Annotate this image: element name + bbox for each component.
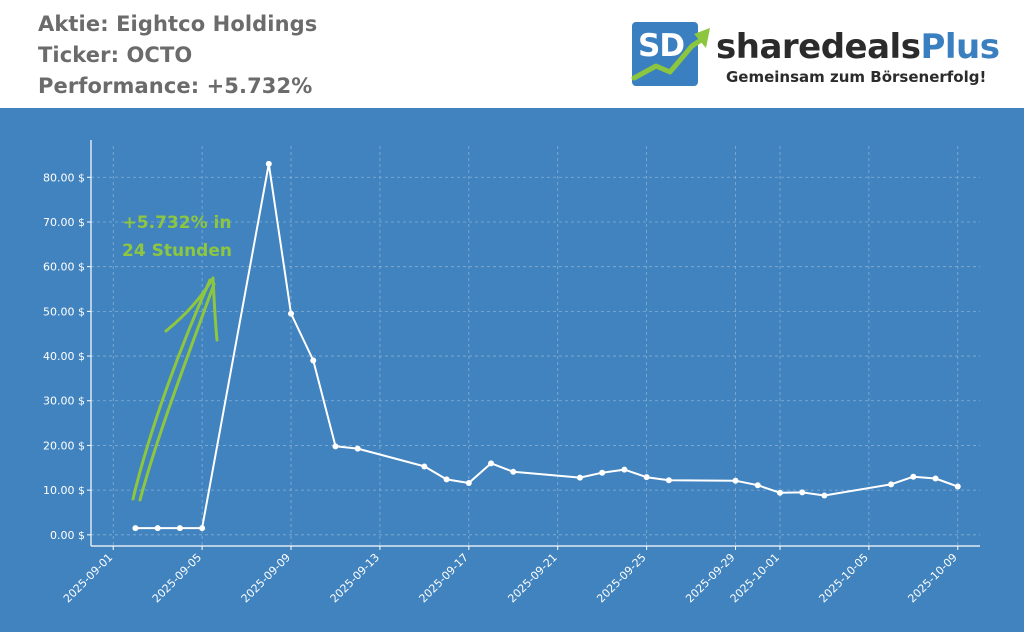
data-point bbox=[621, 466, 628, 473]
data-point bbox=[954, 483, 961, 490]
price-line bbox=[135, 162, 959, 530]
data-point bbox=[310, 357, 317, 364]
x-tick-label: 2025-09-01 bbox=[61, 551, 115, 605]
y-tick-label: 0.00 $ bbox=[50, 529, 85, 542]
sharedeals-logo: SD sharedealsPlus Gemeinsam zum Börsener… bbox=[630, 20, 1000, 90]
logo-tagline: Gemeinsam zum Börsenerfolg! bbox=[726, 68, 987, 86]
x-tick-label: 2025-09-13 bbox=[328, 551, 382, 605]
y-tick-label: 10.00 $ bbox=[43, 484, 85, 497]
annotation-arrow-icon bbox=[131, 276, 219, 502]
y-tick-label: 20.00 $ bbox=[43, 439, 85, 452]
y-tick-label: 50.00 $ bbox=[43, 305, 85, 318]
header: Aktie: Eightco Holdings Ticker: OCTO Per… bbox=[0, 0, 1024, 108]
rising-arrow-icon bbox=[631, 28, 710, 81]
logo-mark-text: SD bbox=[638, 28, 685, 64]
logo-wordmark: sharedealsPlus bbox=[716, 27, 1000, 67]
data-point bbox=[754, 482, 761, 489]
y-tick-label: 40.00 $ bbox=[43, 350, 85, 363]
data-point bbox=[665, 477, 672, 484]
x-tick-label: 2025-09-17 bbox=[417, 551, 471, 605]
data-point bbox=[465, 479, 472, 486]
x-tick-label: 2025-09-05 bbox=[150, 551, 204, 605]
x-tick-label: 2025-10-09 bbox=[905, 551, 959, 605]
data-point bbox=[332, 443, 339, 450]
logo-name-part2: Plus bbox=[920, 27, 1000, 67]
data-point bbox=[776, 489, 783, 496]
annotation-arrow-shaft bbox=[131, 278, 212, 501]
data-point bbox=[821, 492, 828, 499]
data-point bbox=[932, 475, 939, 482]
data-point bbox=[488, 460, 495, 467]
x-tick-label: 2025-09-21 bbox=[505, 551, 559, 605]
data-point bbox=[910, 473, 917, 480]
data-point bbox=[288, 310, 295, 317]
y-tick-label: 30.00 $ bbox=[43, 395, 85, 408]
stock-name: Aktie: Eightco Holdings bbox=[38, 12, 318, 36]
y-tick-label: 80.00 $ bbox=[43, 171, 85, 184]
data-point bbox=[888, 481, 895, 488]
data-point bbox=[199, 525, 206, 532]
data-point bbox=[510, 468, 517, 475]
grid bbox=[91, 146, 980, 546]
x-tick-label: 2025-09-09 bbox=[239, 551, 293, 605]
data-point bbox=[643, 474, 650, 481]
data-point bbox=[421, 463, 428, 470]
data-point bbox=[154, 525, 161, 532]
data-point bbox=[799, 489, 806, 496]
data-point bbox=[132, 525, 139, 532]
data-point bbox=[576, 474, 583, 481]
x-tick-label: 2025-09-25 bbox=[594, 551, 648, 605]
data-point bbox=[732, 477, 739, 484]
data-point bbox=[443, 476, 450, 483]
annotation-arrow-head bbox=[164, 276, 219, 342]
annotation-line-2: 24 Stunden bbox=[122, 241, 232, 261]
chart-area: 0.00 $ 10.00 $ 20.00 $ 30.00 $ 40.00 $ 50.00 … bbox=[0, 108, 1024, 632]
price-chart: 0.00 $ 10.00 $ 20.00 $ 30.00 $ 40.00 $ 50.00 … bbox=[43, 140, 980, 605]
annotation-arrow-shaft-2 bbox=[138, 282, 216, 502]
annotation-line-1: +5.732% in bbox=[123, 213, 232, 233]
y-tick-label: 60.00 $ bbox=[43, 261, 85, 274]
logo-name-part1: sharedeals bbox=[716, 27, 921, 67]
performance-label: Performance: +5.732% bbox=[38, 74, 313, 98]
data-point bbox=[599, 469, 606, 476]
y-tick-label: 70.00 $ bbox=[43, 216, 85, 229]
x-tick-label: 2025-10-05 bbox=[817, 551, 871, 605]
data-point bbox=[265, 160, 272, 167]
ticker-label: Ticker: OCTO bbox=[38, 43, 193, 67]
data-point bbox=[354, 445, 361, 452]
data-point bbox=[176, 525, 183, 532]
